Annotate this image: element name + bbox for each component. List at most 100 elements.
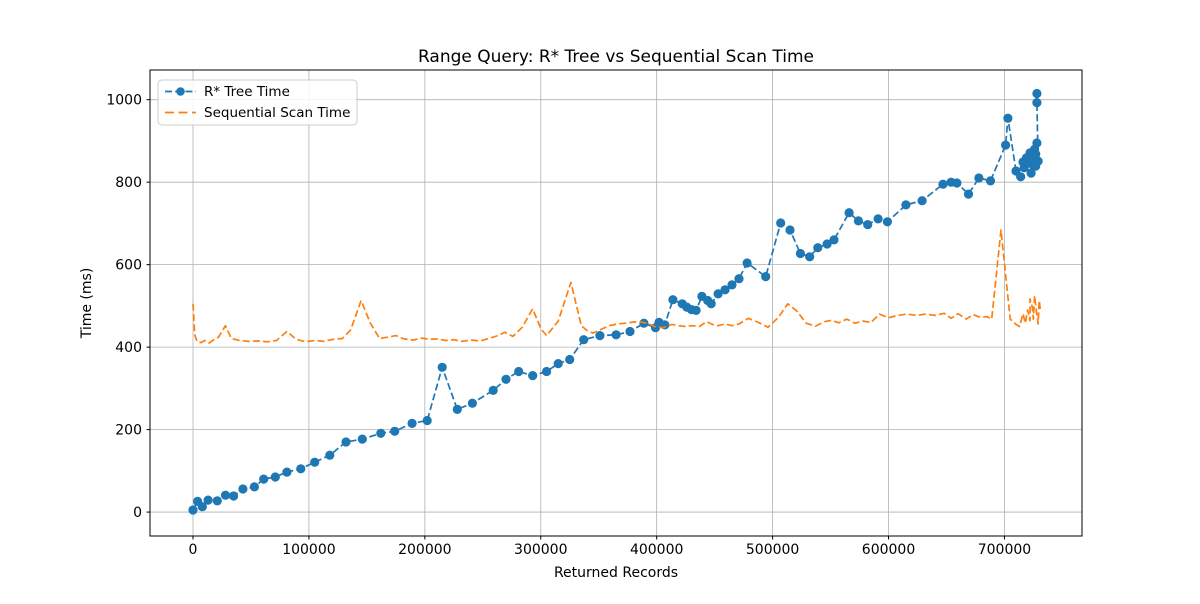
data-point-marker — [873, 214, 883, 224]
y-axis-label: Time (ms) — [79, 268, 95, 340]
data-point-marker — [310, 457, 320, 467]
x-tick-label: 300000 — [514, 542, 567, 558]
data-point-marker — [720, 285, 730, 295]
data-point-marker — [357, 434, 367, 444]
data-point-marker — [795, 248, 806, 259]
data-point-marker — [805, 252, 815, 262]
data-point-marker — [1033, 156, 1043, 166]
data-point-marker — [437, 362, 447, 372]
x-tick-label: 200000 — [398, 542, 451, 558]
data-point-marker — [734, 274, 744, 284]
data-point-marker — [514, 366, 524, 377]
data-point-marker — [844, 208, 854, 218]
data-point-marker — [668, 295, 678, 305]
data-point-marker — [625, 326, 635, 337]
data-point-marker — [376, 428, 386, 438]
x-tick-label: 600000 — [862, 542, 915, 558]
data-point-marker — [249, 482, 259, 492]
y-tick-label: 600 — [115, 258, 142, 274]
data-point-marker — [611, 330, 621, 340]
x-axis-label: Returned Records — [554, 565, 678, 581]
data-point-marker — [1032, 88, 1042, 99]
legend-label-seqscan: Sequential Scan Time — [204, 105, 350, 121]
data-point-marker — [259, 474, 269, 484]
plot-border — [149, 69, 1083, 537]
data-point-marker — [341, 437, 351, 447]
data-point-marker — [938, 179, 948, 189]
data-point-marker — [822, 239, 832, 249]
data-point-marker — [901, 200, 911, 210]
data-point-marker — [691, 305, 701, 315]
y-tick-label: 1000 — [106, 93, 142, 109]
data-point-marker — [742, 258, 752, 268]
series-line-1 — [192, 229, 1042, 344]
data-point-marker — [220, 490, 231, 500]
data-point-marker — [706, 299, 716, 309]
data-point-marker — [829, 235, 839, 245]
data-point-marker — [197, 502, 207, 512]
legend: R* Tree Time Sequential Scan Time — [157, 79, 358, 126]
data-point-marker — [282, 467, 292, 477]
x-tick-label: 700000 — [978, 542, 1031, 558]
data-point-marker — [467, 398, 477, 408]
data-point-marker — [713, 289, 723, 299]
data-point-marker — [579, 335, 589, 345]
data-point-marker — [985, 176, 996, 186]
data-point-marker — [1026, 168, 1036, 178]
chart-title: Range Query: R* Tree vs Sequential Scan … — [418, 47, 814, 67]
grid-lines — [150, 70, 1082, 536]
data-point-marker — [727, 280, 737, 290]
data-point-marker — [565, 354, 575, 365]
x-tick-label: 100000 — [282, 542, 335, 558]
series-line-0 — [192, 93, 1039, 511]
y-tick-label: 800 — [115, 175, 142, 191]
data-point-marker — [296, 464, 306, 474]
data-point-marker — [813, 243, 823, 253]
data-point-marker — [212, 496, 222, 506]
data-point-marker — [542, 366, 552, 377]
data-point-marker — [761, 272, 771, 282]
data-point-marker — [553, 359, 563, 369]
data-point-marker — [853, 216, 864, 226]
data-point-marker — [963, 189, 974, 199]
data-point-marker — [238, 484, 248, 494]
data-point-marker — [501, 374, 511, 384]
legend-sample-rtree-marker — [176, 87, 185, 96]
x-tick-label: 0 — [189, 542, 198, 558]
data-point-marker — [325, 450, 335, 460]
data-point-marker — [952, 178, 962, 188]
data-point-marker — [488, 385, 498, 395]
data-point-marker — [390, 426, 400, 436]
data-point-marker — [974, 173, 984, 183]
data-point-marker — [1032, 98, 1042, 108]
data-point-marker — [785, 225, 795, 235]
legend-frame — [157, 79, 358, 126]
y-tick-label: 400 — [115, 340, 142, 356]
data-point-marker — [229, 491, 239, 501]
data-point-marker — [422, 415, 432, 426]
data-point-marker — [1032, 138, 1042, 148]
data-point-marker — [882, 217, 893, 227]
axis-ticks: 0 100000 200000 300000 400000 500000 600000 700… — [106, 93, 1031, 558]
data-point-marker — [452, 404, 462, 414]
y-tick-label: 200 — [115, 423, 142, 439]
data-point-marker — [1003, 113, 1013, 123]
data-point-marker — [407, 418, 417, 428]
x-tick-label: 400000 — [630, 542, 683, 558]
legend-label-rtree: R* Tree Time — [204, 84, 290, 100]
y-tick-label: 0 — [133, 505, 142, 521]
series-group — [188, 88, 1043, 515]
data-point-marker — [188, 505, 198, 515]
data-point-marker — [270, 472, 280, 482]
data-point-marker — [203, 495, 213, 505]
x-tick-label: 500000 — [746, 542, 799, 558]
data-point-marker — [528, 371, 538, 381]
data-point-marker — [863, 220, 873, 230]
data-point-marker — [1001, 140, 1011, 150]
data-point-marker — [1016, 172, 1026, 182]
data-point-marker — [776, 218, 786, 228]
data-point-marker — [917, 196, 927, 206]
data-point-marker — [1031, 149, 1041, 159]
